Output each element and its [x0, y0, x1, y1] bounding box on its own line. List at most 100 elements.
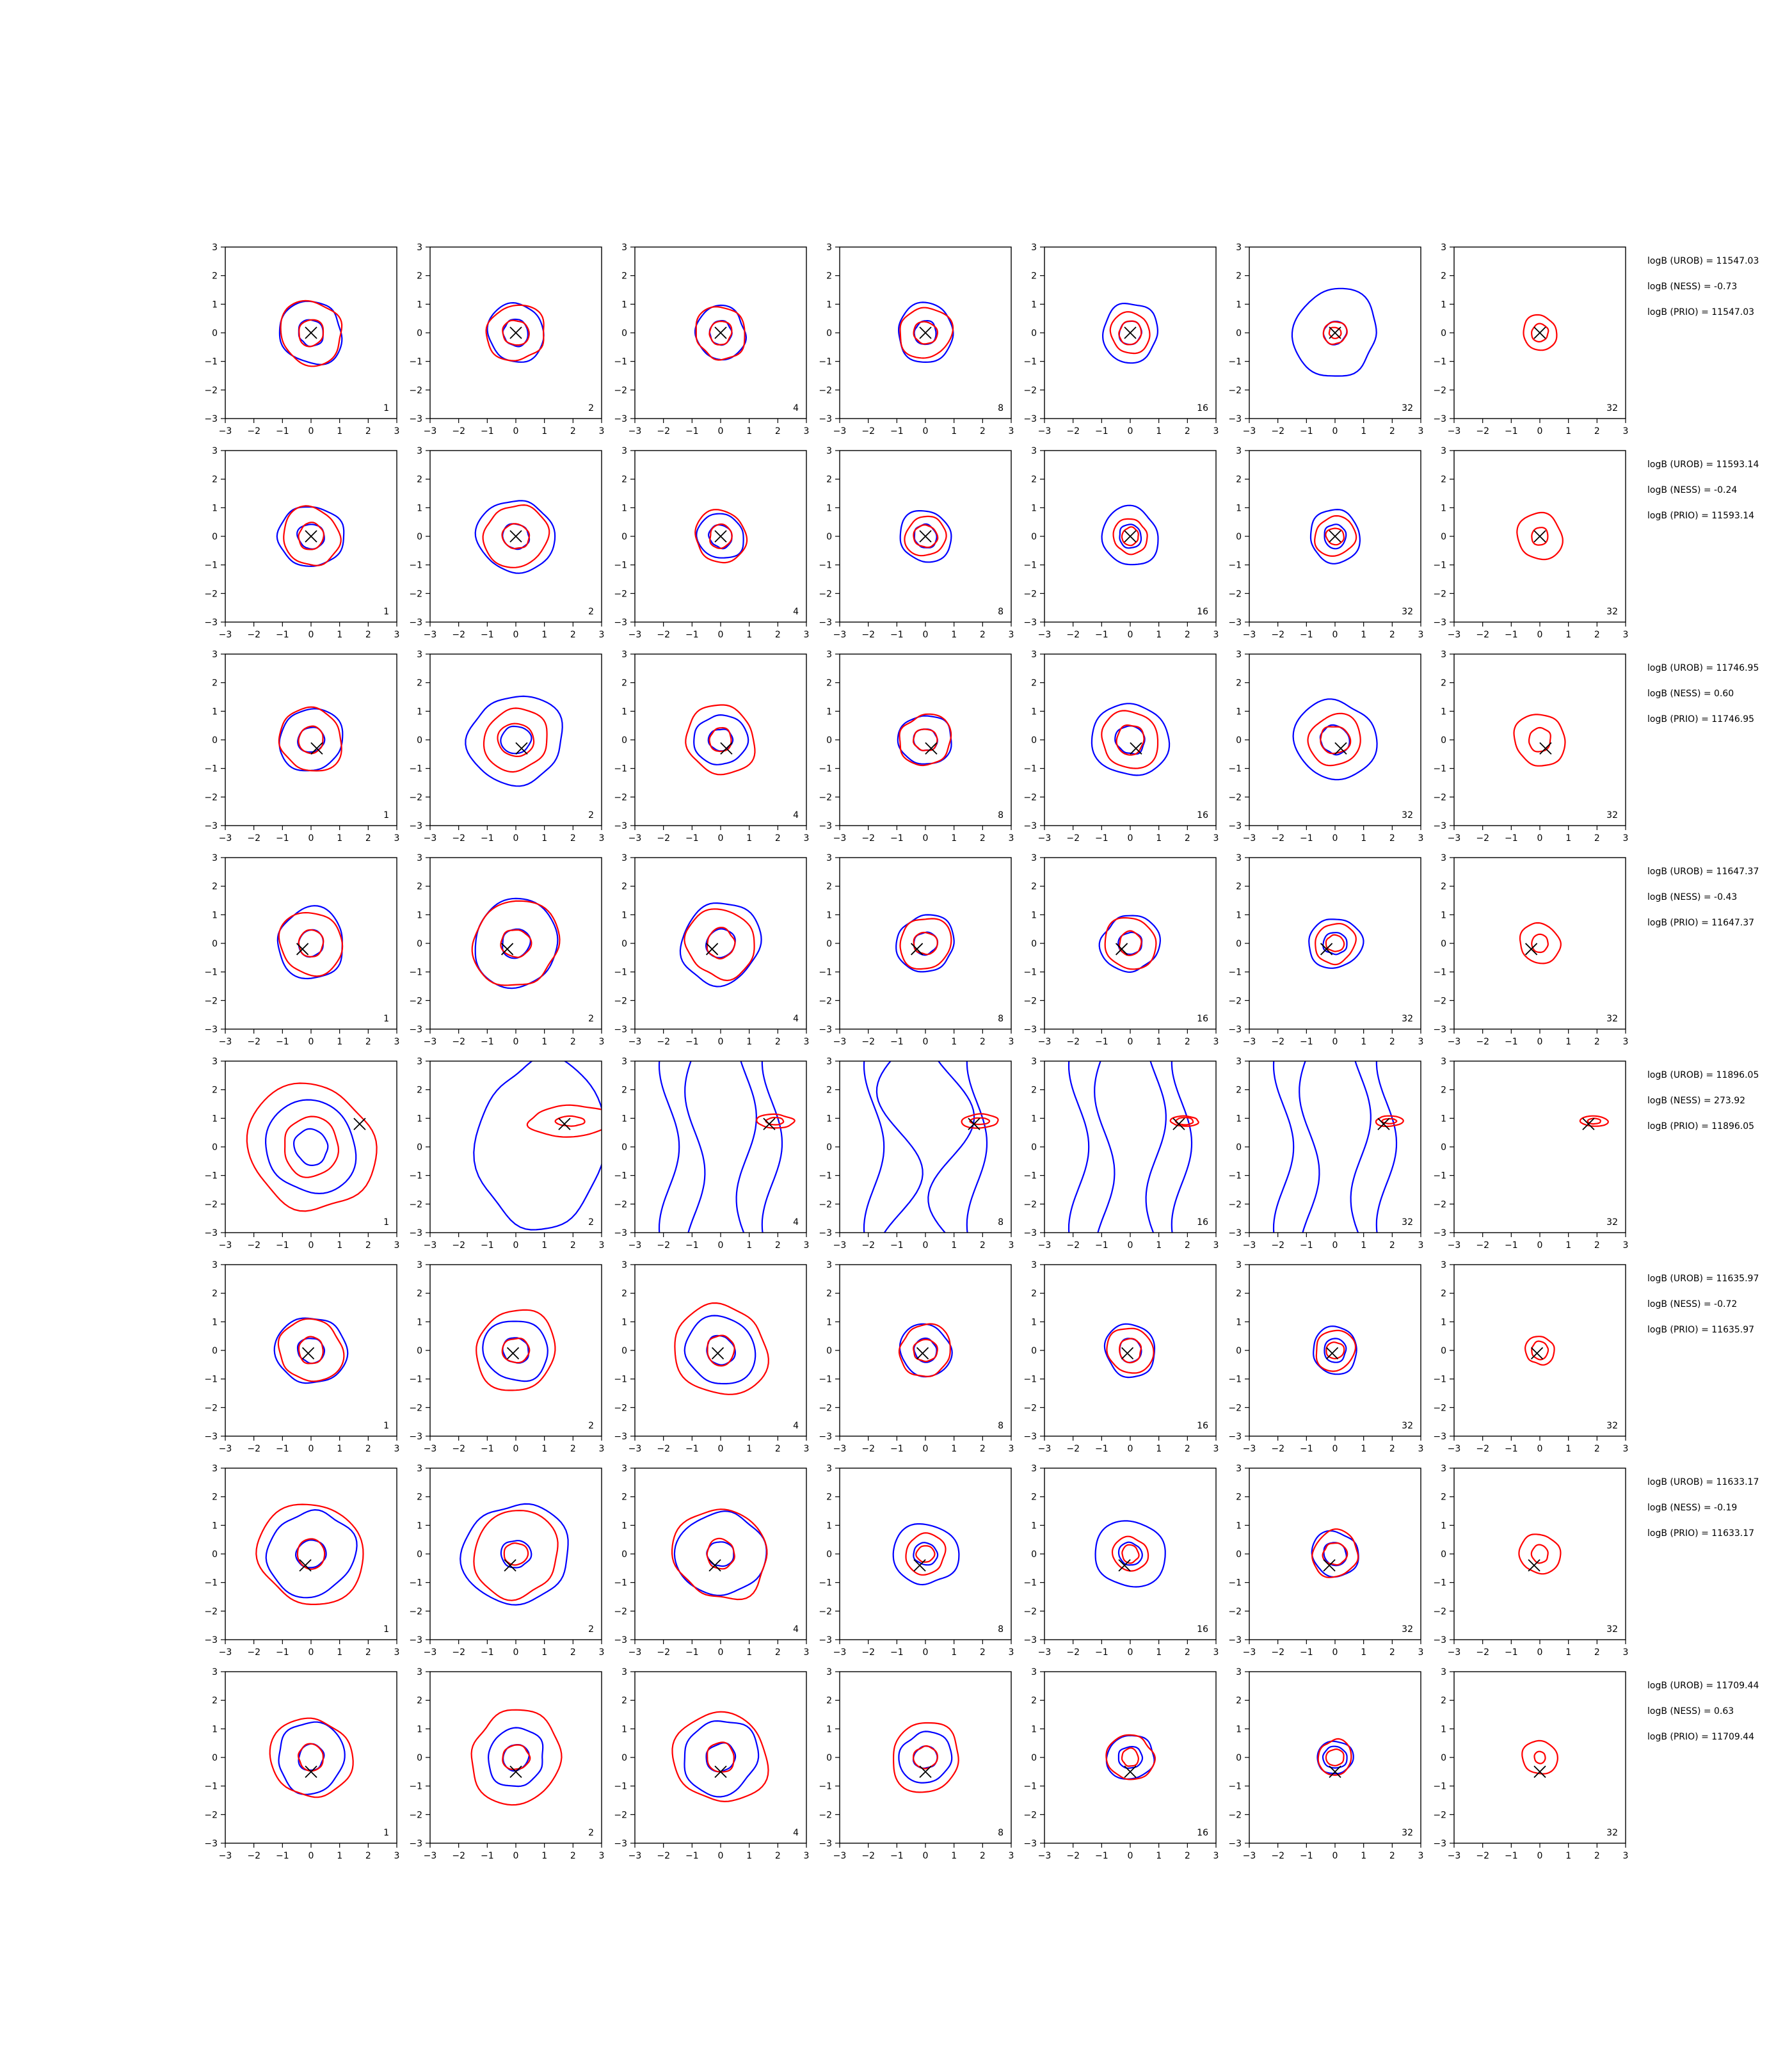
panel-r5-c7: −3 −2 −1 0 1 2 3 −3 −2 −1 0 1 2 3 32: [1433, 1057, 1628, 1251]
x-tick-label: 0: [923, 630, 929, 640]
y-tick-label: −1: [819, 1578, 832, 1588]
y-tick-label: −2: [1023, 792, 1037, 803]
x-tick-label: −1: [1300, 1851, 1313, 1861]
red-contour: [706, 927, 736, 960]
blue-contour: [264, 1099, 357, 1195]
true-value-marker: [1533, 1765, 1546, 1778]
blue-contour: [1375, 1061, 1398, 1233]
y-tick-label: −2: [409, 1403, 422, 1413]
y-tick-label: 1: [1441, 300, 1446, 310]
axes-frame: [429, 653, 602, 826]
x-tick-label: 0: [1332, 426, 1338, 436]
true-value-marker: [310, 742, 323, 755]
x-tick-label: −1: [1505, 1240, 1518, 1251]
x-tick-label: 3: [1418, 630, 1424, 640]
x-tick-label: 2: [1185, 1037, 1190, 1047]
y-tick-label: −3: [1433, 1432, 1446, 1442]
red-contour: [1311, 1528, 1359, 1578]
y-tick-label: 3: [621, 1667, 627, 1677]
x-tick-label: 2: [1389, 426, 1395, 436]
blue-contour: [913, 1542, 939, 1566]
blue-contour: [1094, 1520, 1166, 1588]
y-tick-label: −3: [1433, 618, 1446, 628]
panel-label: 1: [383, 1828, 389, 1838]
y-tick-label: −2: [1228, 589, 1242, 599]
x-tick-label: 3: [394, 426, 400, 436]
true-value-marker: [1130, 742, 1142, 755]
x-tick-label: 3: [394, 1444, 400, 1454]
y-tick-label: −1: [1228, 764, 1242, 774]
y-tick-label: 2: [621, 882, 627, 892]
y-tick-label: −2: [409, 792, 422, 803]
panel-r4-c4: −3 −2 −1 0 1 2 3 −3 −2 −1 0 1 2 3 8: [819, 853, 1014, 1047]
x-tick-label: −2: [1476, 833, 1489, 844]
contour-group: [473, 1061, 602, 1231]
red-contour: [1516, 511, 1564, 561]
x-tick-label: −3: [424, 1037, 437, 1047]
x-tick-label: −2: [1066, 833, 1080, 844]
y-tick-label: 3: [1441, 1260, 1446, 1270]
y-tick-label: 1: [1236, 1114, 1242, 1124]
y-tick-label: −1: [1433, 764, 1446, 774]
y-tick-label: −3: [819, 1635, 832, 1645]
panel-r3-c4: −3 −2 −1 0 1 2 3 −3 −2 −1 0 1 2 3 8: [819, 650, 1014, 844]
true-value-marker: [509, 1765, 522, 1778]
red-contour: [905, 1532, 947, 1576]
panel-label: 8: [998, 1828, 1004, 1838]
red-contour: [1587, 1117, 1601, 1125]
red-contour: [283, 505, 342, 566]
x-tick-label: 2: [570, 1037, 576, 1047]
contour-group: [471, 897, 561, 989]
x-tick-label: −1: [1095, 1240, 1108, 1251]
x-tick-label: 1: [337, 1240, 342, 1251]
panel-label: 4: [793, 810, 799, 820]
contour-group: [1579, 1115, 1609, 1127]
panel-label: 32: [1402, 810, 1413, 820]
x-tick-label: 1: [1156, 1851, 1162, 1861]
y-tick-label: 1: [417, 707, 422, 717]
true-value-marker: [925, 742, 938, 755]
x-tick-label: −2: [861, 630, 875, 640]
y-tick-label: 0: [826, 328, 832, 339]
y-tick-label: −1: [204, 1578, 218, 1588]
blue-contour: [679, 902, 762, 988]
blue-contour: [658, 1061, 680, 1233]
y-tick-label: 3: [1031, 1057, 1037, 1067]
y-tick-label: −2: [1433, 1606, 1446, 1617]
y-tick-label: 1: [826, 503, 832, 513]
x-tick-label: 0: [923, 426, 929, 436]
contour-group: [1313, 1325, 1357, 1375]
y-tick-label: 0: [1031, 532, 1037, 542]
contour-group: [1516, 511, 1564, 561]
x-tick-label: −2: [1476, 1851, 1489, 1861]
red-contour: [1381, 1118, 1398, 1124]
y-tick-label: −2: [819, 996, 832, 1006]
x-tick-label: 3: [1009, 1444, 1014, 1454]
panel-r3-c3: −3 −2 −1 0 1 2 3 −3 −2 −1 0 1 2 3 4: [614, 650, 809, 844]
red-contour: [298, 929, 324, 957]
x-tick-label: −3: [1448, 1647, 1461, 1658]
x-tick-label: 0: [1128, 1240, 1133, 1251]
axes-frame: [839, 653, 1012, 826]
x-tick-label: 1: [1565, 1240, 1571, 1251]
panel-label: 8: [998, 607, 1004, 617]
row-4-stat-2: logB (NESS) = -0.43: [1647, 892, 1738, 902]
contour-group: [276, 905, 344, 980]
x-tick-label: 3: [1623, 1444, 1629, 1454]
x-tick-label: 2: [570, 426, 576, 436]
x-tick-label: 2: [1389, 1037, 1395, 1047]
y-tick-label: 2: [621, 1696, 627, 1706]
red-contour: [280, 300, 343, 367]
true-value-marker: [515, 742, 528, 755]
x-tick-label: 0: [308, 1444, 314, 1454]
y-tick-label: −1: [204, 1782, 218, 1792]
x-tick-label: −3: [1038, 1851, 1052, 1861]
blue-contour: [473, 1061, 602, 1231]
contour-group: [671, 1711, 769, 1803]
true-value-marker: [910, 943, 924, 956]
true-value-marker: [913, 1559, 926, 1572]
contour-group: [476, 1309, 556, 1391]
x-tick-label: −3: [1448, 833, 1461, 844]
y-tick-label: −2: [1023, 1403, 1037, 1413]
y-tick-label: −1: [614, 1375, 627, 1385]
